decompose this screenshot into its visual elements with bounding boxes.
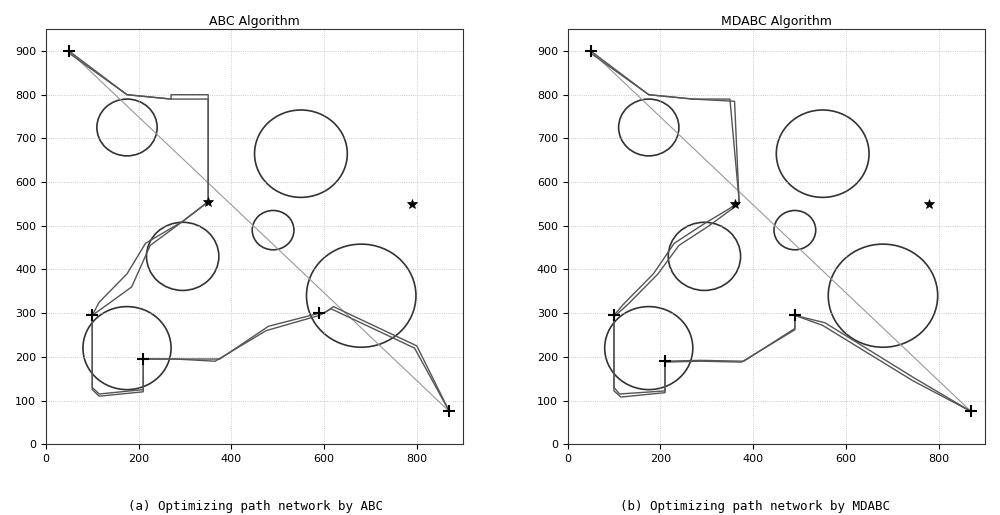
- Title: MDABC Algorithm: MDABC Algorithm: [721, 15, 832, 28]
- Text: (a) Optimizing path network by ABC: (a) Optimizing path network by ABC: [128, 500, 382, 513]
- Text: (b) Optimizing path network by MDABC: (b) Optimizing path network by MDABC: [620, 500, 890, 513]
- Title: ABC Algorithm: ABC Algorithm: [209, 15, 300, 28]
